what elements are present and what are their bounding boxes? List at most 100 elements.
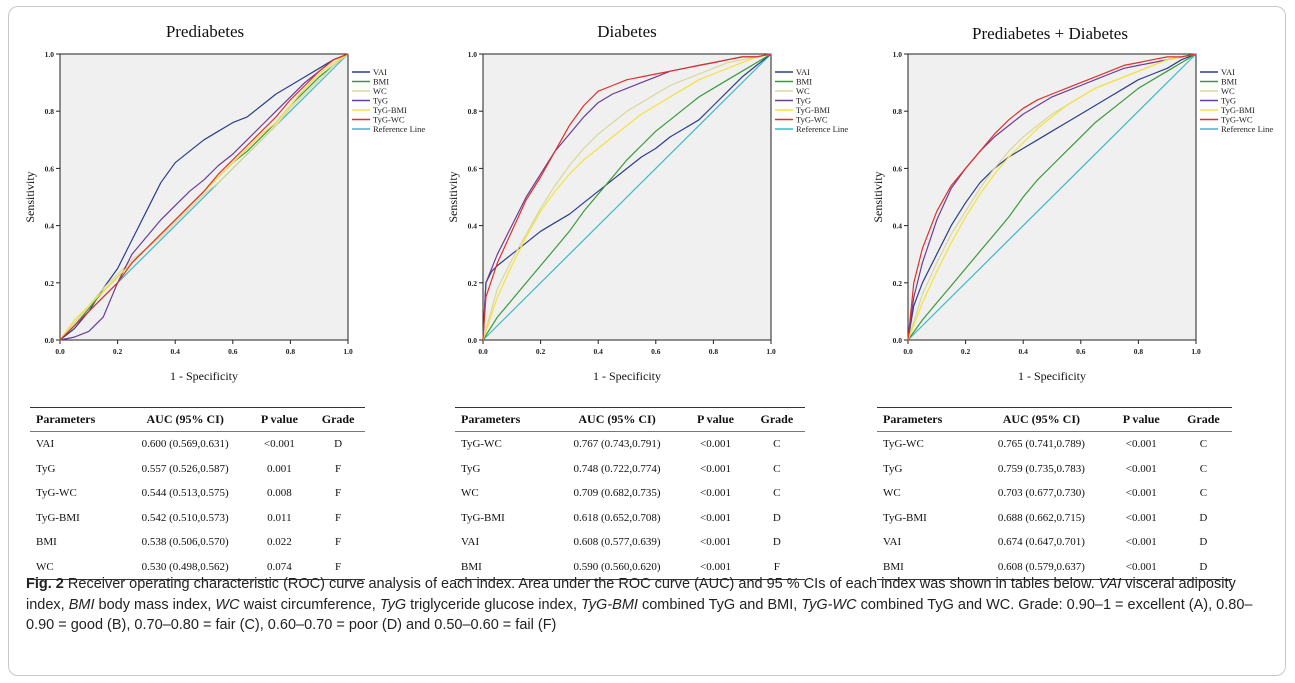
legend-label: TyG-WC bbox=[796, 115, 828, 125]
cell-parameter: VAI bbox=[36, 438, 55, 451]
cell-auc: 0.542 (0.510,0.573) bbox=[141, 511, 229, 524]
cell-parameter: TyG-BMI bbox=[461, 511, 505, 524]
y-tick-label: 1.0 bbox=[893, 50, 903, 59]
x-tick-label: 0.6 bbox=[1076, 347, 1086, 356]
y-tick-label: 1.0 bbox=[45, 50, 55, 59]
legend-label: BMI bbox=[373, 77, 389, 87]
x-tick-label: 0.0 bbox=[903, 347, 913, 356]
cell-p-value: <0.001 bbox=[700, 462, 731, 475]
auc-table-prediabetes: Parameters AUC (95% CI) P value Grade VA… bbox=[30, 407, 365, 580]
x-tick-label: 0.8 bbox=[286, 347, 296, 356]
x-tick-label: 1.0 bbox=[1191, 347, 1201, 356]
y-axis-label: Sensitivity bbox=[446, 171, 460, 222]
cell-grade: C bbox=[1199, 462, 1208, 475]
col-header-p-value: P value bbox=[1107, 407, 1173, 432]
col-header-p-value: P value bbox=[682, 407, 747, 432]
y-tick-label: 0.8 bbox=[45, 107, 55, 116]
caption-segment: visceral adiposity index, bbox=[26, 576, 1236, 613]
col-header-auc: AUC (95% CI) bbox=[120, 407, 248, 432]
table-row: TyG-WC 0.767 (0.743,0.791) <0.001 C bbox=[455, 432, 805, 457]
x-tick-label: 0.2 bbox=[961, 347, 971, 356]
x-tick-label: 0.0 bbox=[478, 347, 488, 356]
cell-p-value: 0.011 bbox=[267, 511, 292, 524]
cell-parameter: VAI bbox=[883, 536, 902, 549]
caption-segment: body mass index, bbox=[94, 596, 216, 613]
x-tick-label: 0.8 bbox=[1134, 347, 1144, 356]
cell-auc: 0.703 (0.677,0.730) bbox=[997, 487, 1085, 500]
cell-auc: 0.765 (0.741,0.789) bbox=[997, 438, 1085, 451]
cell-grade: F bbox=[335, 511, 342, 524]
cell-grade: D bbox=[772, 511, 781, 524]
col-header-grade: Grade bbox=[309, 407, 365, 432]
cell-p-value: 0.074 bbox=[247, 554, 310, 580]
cell-grade: C bbox=[773, 487, 781, 500]
auc-table-diabetes: Parameters AUC (95% CI) P value Grade Ty… bbox=[455, 407, 805, 580]
caption-segment: combined TyG and WC. Grade: 0.90–1 = exc… bbox=[26, 596, 1253, 634]
cell-grade: F bbox=[746, 554, 805, 580]
cell-p-value: <0.001 bbox=[1125, 536, 1157, 549]
cell-p-value: <0.001 bbox=[700, 536, 731, 549]
x-axis-label: 1 - Specificity bbox=[593, 369, 661, 383]
y-tick-label: 0.4 bbox=[893, 222, 903, 231]
series-line-tyg-bmi bbox=[907, 53, 1197, 341]
cell-grade: F bbox=[335, 536, 342, 549]
cell-grade: D bbox=[1199, 511, 1208, 524]
cell-p-value: <0.001 bbox=[1125, 462, 1157, 475]
legend-label: TyG-BMI bbox=[796, 105, 830, 115]
x-tick-label: 0.4 bbox=[1019, 347, 1029, 356]
table-row: TyG 0.557 (0.526,0.587) 0.001 F bbox=[30, 457, 365, 482]
cell-auc: 0.538 (0.506,0.570) bbox=[141, 536, 229, 549]
table-row: TyG 0.759 (0.735,0.783) <0.001 C bbox=[877, 457, 1232, 482]
cell-p-value: <0.001 bbox=[1125, 487, 1157, 500]
col-header-parameters: Parameters bbox=[877, 407, 974, 432]
cell-auc: 0.557 (0.526,0.587) bbox=[141, 462, 229, 475]
legend-label: TyG bbox=[1221, 96, 1236, 106]
x-tick-label: 0.2 bbox=[113, 347, 123, 356]
cell-p-value: <0.001 bbox=[1107, 554, 1173, 580]
roc-chart-prediabetes-diabetes: 0.00.0 0.2 0.2 0.4 0.4 0.6 0.6 0.8 0.8 1.0 1.0 1 - … bbox=[871, 50, 1273, 383]
series-line-tyg-bmi bbox=[482, 53, 772, 341]
cell-parameter: WC bbox=[461, 487, 479, 500]
y-axis-label: Sensitivity bbox=[23, 171, 37, 222]
series-line-vai bbox=[907, 53, 1197, 341]
table-row: TyG-BMI 0.688 (0.662,0.715) <0.001 D bbox=[877, 506, 1232, 531]
cell-grade: F bbox=[335, 462, 342, 475]
legend-label: TyG-BMI bbox=[373, 105, 407, 115]
legend-label: TyG-WC bbox=[373, 115, 405, 125]
legend-label: WC bbox=[796, 86, 810, 96]
table-row: VAI 0.674 (0.647,0.701) <0.001 D bbox=[877, 530, 1232, 555]
legend-label: WC bbox=[373, 86, 387, 96]
y-tick-label: 0.4 bbox=[468, 222, 478, 231]
y-axis-label: Sensitivity bbox=[871, 171, 885, 222]
cell-grade: D bbox=[334, 438, 343, 451]
col-header-grade: Grade bbox=[1172, 407, 1232, 432]
y-tick-label: 0.8 bbox=[468, 107, 478, 116]
y-tick-label: 0.6 bbox=[45, 164, 55, 173]
table-row: TyG-WC 0.544 (0.513,0.575) 0.008 F bbox=[30, 481, 365, 506]
table-row: VAI 0.600 (0.569,0.631) <0.001 D bbox=[30, 432, 365, 457]
cell-grade: C bbox=[1199, 487, 1208, 500]
cell-p-value: <0.001 bbox=[700, 511, 731, 524]
series-line-vai bbox=[59, 53, 349, 341]
cell-grade: C bbox=[773, 438, 781, 451]
col-header-auc: AUC (95% CI) bbox=[549, 407, 683, 432]
series-line-tyg-wc bbox=[482, 53, 772, 341]
legend-label: Reference Line bbox=[373, 124, 425, 134]
caption-abbrev: TyG-BMI bbox=[581, 596, 638, 613]
table-row: WC 0.703 (0.677,0.730) <0.001 C bbox=[877, 481, 1232, 506]
cell-auc: 0.674 (0.647,0.701) bbox=[997, 536, 1085, 549]
legend-label: TyG-BMI bbox=[1221, 105, 1255, 115]
x-tick-label: 0.6 bbox=[651, 347, 661, 356]
caption-abbrev: TyG bbox=[379, 596, 407, 613]
cell-parameter: BMI bbox=[36, 536, 57, 549]
table-row: WC 0.709 (0.682,0.735) <0.001 C bbox=[455, 481, 805, 506]
col-header-parameters: Parameters bbox=[455, 407, 550, 432]
caption-abbrev: VAI bbox=[1098, 576, 1122, 592]
cell-grade: D bbox=[1199, 536, 1208, 549]
x-axis-label: 1 - Specificity bbox=[170, 369, 238, 383]
cell-p-value: 0.008 bbox=[267, 487, 292, 500]
figure-label: Fig. 2 bbox=[26, 576, 64, 592]
cell-grade: D bbox=[1172, 554, 1232, 580]
table-row: WC 0.530 (0.498,0.562) 0.074 F bbox=[30, 554, 365, 580]
table-row: BMI 0.590 (0.560,0.620) <0.001 F bbox=[455, 554, 805, 580]
